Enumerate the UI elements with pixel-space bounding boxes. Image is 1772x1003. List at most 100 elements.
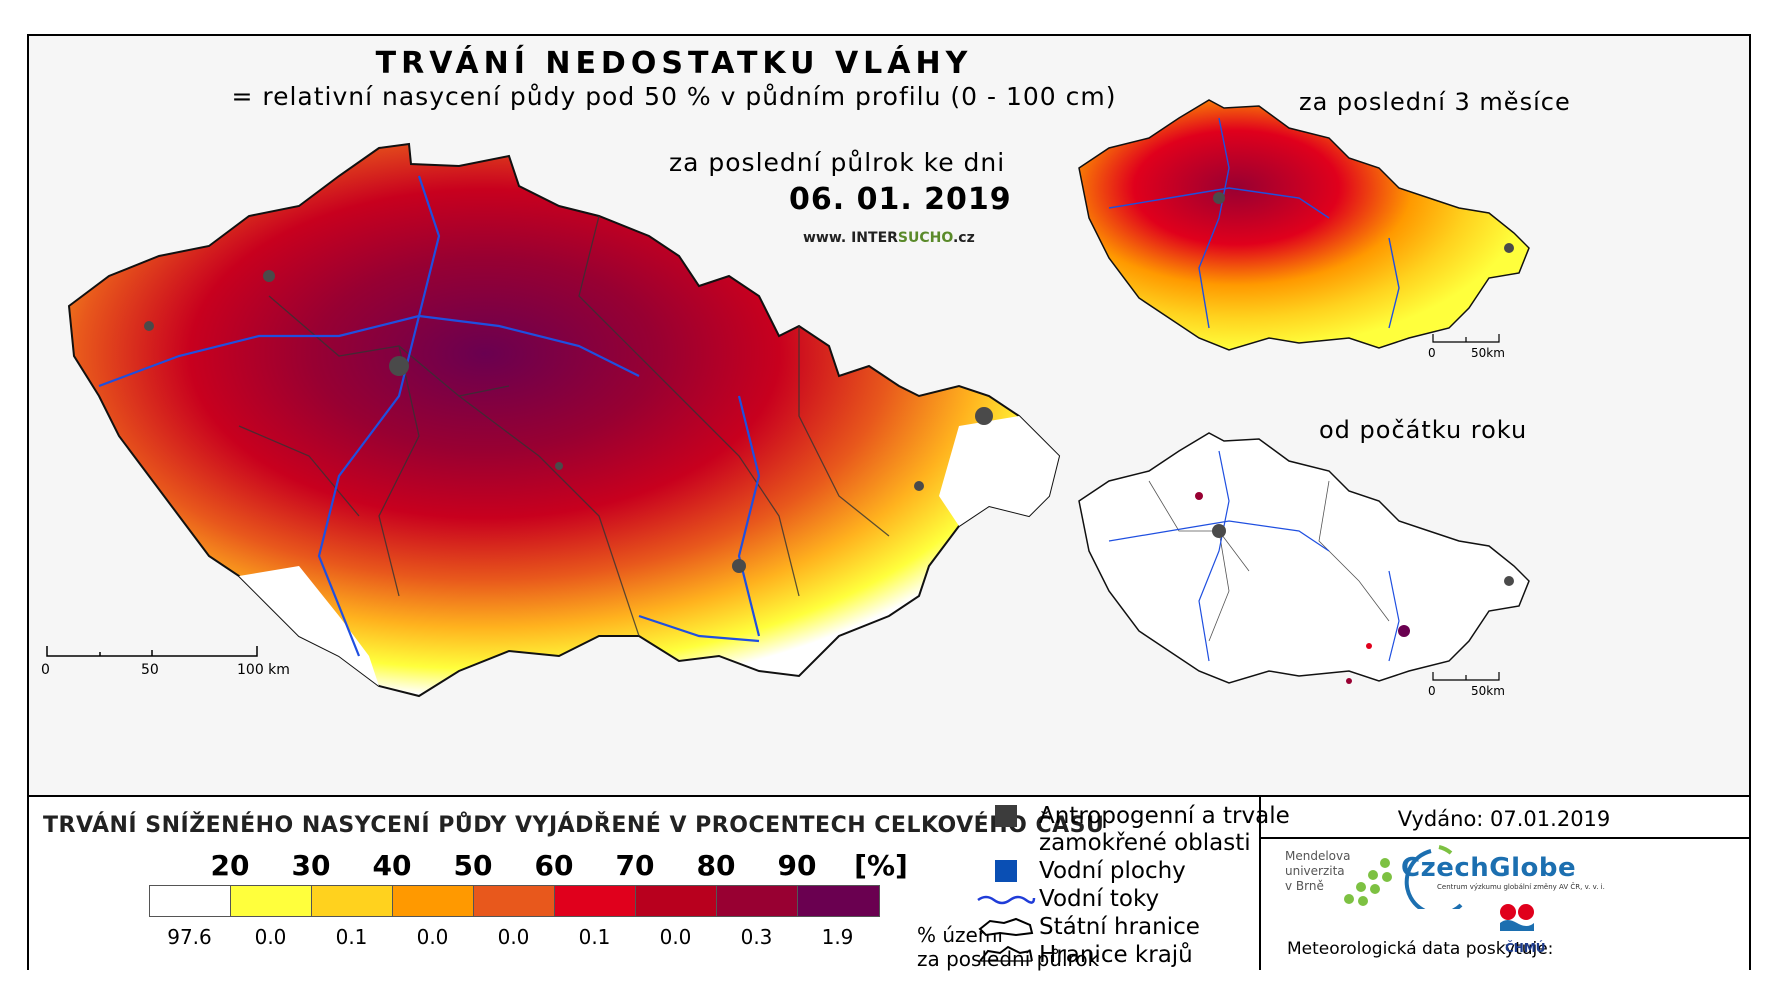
area-percent-4: 0.0 (416, 925, 449, 949)
period-label: za poslední půlrok ke dni (669, 148, 1006, 177)
rivers (98, 175, 761, 657)
swatch-9 (798, 886, 879, 916)
website-highlight: SUCHO (897, 230, 953, 246)
symbol-water-bodies: Vodní plochy (973, 858, 1290, 885)
chmu-label: ČHMÚ (1505, 941, 1546, 955)
czechglobe-name: CzechGlobe (1401, 853, 1577, 883)
inset-3months-scale-bar (1432, 334, 1500, 343)
website-link[interactable]: www. INTERSUCHO.cz (803, 230, 975, 246)
water-body-square-icon (995, 860, 1017, 882)
map-date: 06. 01. 2019 (789, 182, 1012, 217)
white-region-southwest (239, 566, 379, 686)
swatch-2 (231, 886, 312, 916)
class-unit: [%] (854, 849, 908, 882)
inset-year-borders (1148, 480, 1390, 642)
czechglobe-arc-icon (1404, 845, 1463, 909)
area-percent-8: 0.3 (740, 925, 773, 949)
symbol-state-border: Státní hranice (973, 914, 1290, 941)
czechia-outline (67, 142, 1061, 698)
czechglobe-logo: CzechGlobe Centrum výzkumu globální změn… (1391, 845, 1605, 909)
website-suffix: .cz (952, 230, 975, 246)
inset-year-hotspots (1195, 492, 1514, 684)
area-percent-2: 0.0 (254, 925, 287, 949)
mendel-dots-icon (1344, 858, 1392, 906)
symbol-region-border-label: Hranice krajů (1039, 942, 1193, 968)
swatch-8 (717, 886, 798, 916)
symbol-anthropogenic-line2: zamokřené oblasti (1039, 830, 1251, 856)
swatch-3 (312, 886, 393, 916)
class-break-90: 90 (777, 849, 817, 882)
legend-title: TRVÁNÍ SNÍŽENÉHO NASYCENÍ PŮDY VYJÁDŘENÉ… (43, 813, 1105, 838)
issued-date: Vydáno: 07.01.2019 (1397, 807, 1611, 831)
swatch-6 (555, 886, 636, 916)
symbol-legend: Antropogenní a trvale zamokřené oblasti V… (973, 803, 1290, 970)
symbol-state-border-label: Státní hranice (1039, 914, 1200, 940)
swatch-4 (393, 886, 474, 916)
class-breaks: 20 30 40 50 60 70 80 90 [%] (153, 843, 913, 883)
legend-panel: TRVÁNÍ SNÍŽENÉHO NASYCENÍ PŮDY VYJÁDŘENÉ… (29, 795, 1749, 971)
inset-year-scale-label-50: 50km (1471, 684, 1505, 698)
inset-3months-anthropogenic (1213, 192, 1514, 253)
inset-year-scale-bar (1432, 672, 1500, 681)
swatch-5 (474, 886, 555, 916)
region-border-icon (979, 945, 1033, 962)
river-line-icon (977, 895, 1036, 905)
inset-year-title: od počátku roku (1319, 416, 1528, 444)
inset-year-map (1078, 432, 1530, 684)
area-percent-note-line2: za poslední půlrok (917, 947, 1100, 971)
chmu-logo-icon (1500, 904, 1534, 931)
credits-separator-vertical (1259, 797, 1261, 970)
mendel-logo: Mendelova univerzita v Brně (1285, 849, 1350, 894)
czechglobe-subtitle: Centrum výzkumu globální změny AV ČR, v.… (1437, 883, 1605, 891)
area-percent-7: 0.0 (659, 925, 692, 949)
inset-3months-scale-label-50: 50km (1471, 346, 1505, 360)
main-scale-label-100: 100 km (237, 662, 290, 678)
meteo-credit: Meteorologická data poskytuje: (1287, 939, 1554, 959)
inset-3months-map (1078, 99, 1530, 351)
main-scale-label-0: 0 (41, 662, 50, 678)
main-scale-label-50: 50 (141, 662, 159, 678)
inset-3months-scale-label-0: 0 (1428, 346, 1436, 360)
class-break-70: 70 (615, 849, 655, 882)
swatch-7 (636, 886, 717, 916)
mendel-line2: univerzita (1285, 864, 1345, 878)
class-break-20: 20 (210, 849, 250, 882)
mendel-line1: Mendelova (1285, 849, 1351, 863)
swatch-1 (150, 886, 231, 916)
symbol-water-bodies-label: Vodní plochy (1039, 858, 1186, 884)
website-prefix: www. INTER (803, 230, 898, 246)
class-break-40: 40 (372, 849, 412, 882)
area-percent-row: 97.6 0.0 0.1 0.0 0.0 0.1 0.0 0.3 1.9 (149, 925, 878, 949)
symbol-anthropogenic-line1: Antropogenní a trvale (1039, 803, 1290, 829)
inset-3months-title: za poslední 3 měsíce (1299, 88, 1571, 116)
inset-3months-outline (1078, 99, 1530, 351)
color-scale (149, 885, 880, 917)
symbol-rivers: Vodní toky (973, 886, 1290, 913)
region-borders (238, 215, 890, 637)
inset-year-scale-label-0: 0 (1428, 684, 1436, 698)
area-percent-3: 0.1 (335, 925, 368, 949)
map-subtitle: = relativní nasycení půdy pod 50 % v půd… (231, 82, 1117, 111)
mendel-line3: v Brně (1285, 879, 1324, 893)
class-break-30: 30 (291, 849, 331, 882)
symbol-region-border: Hranice krajů (973, 942, 1290, 969)
area-percent-1: 97.6 (167, 925, 212, 949)
area-percent-5: 0.0 (497, 925, 530, 949)
class-break-50: 50 (453, 849, 493, 882)
area-percent-9: 1.9 (821, 925, 854, 949)
anthropogenic-areas (144, 270, 993, 573)
anthropogenic-square-icon (995, 805, 1017, 827)
white-region-east (939, 416, 1059, 526)
inset-year-outline (1078, 432, 1530, 684)
map-title: TRVÁNÍ NEDOSTATKU VLÁHY (375, 46, 973, 81)
inset-3months-rivers (1108, 117, 1400, 329)
main-map (67, 142, 1061, 698)
class-break-60: 60 (534, 849, 574, 882)
symbol-rivers-label: Vodní toky (1039, 886, 1160, 912)
symbol-anthropogenic: Antropogenní a trvale zamokřené oblasti (973, 803, 1290, 857)
map-frame: TRVÁNÍ NEDOSTATKU VLÁHY = relativní nasy… (27, 34, 1751, 971)
inset-year-rivers (1108, 450, 1400, 662)
state-border-icon (978, 917, 1034, 937)
credits-separator-horizontal (1261, 837, 1749, 839)
area-percent-6: 0.1 (578, 925, 611, 949)
